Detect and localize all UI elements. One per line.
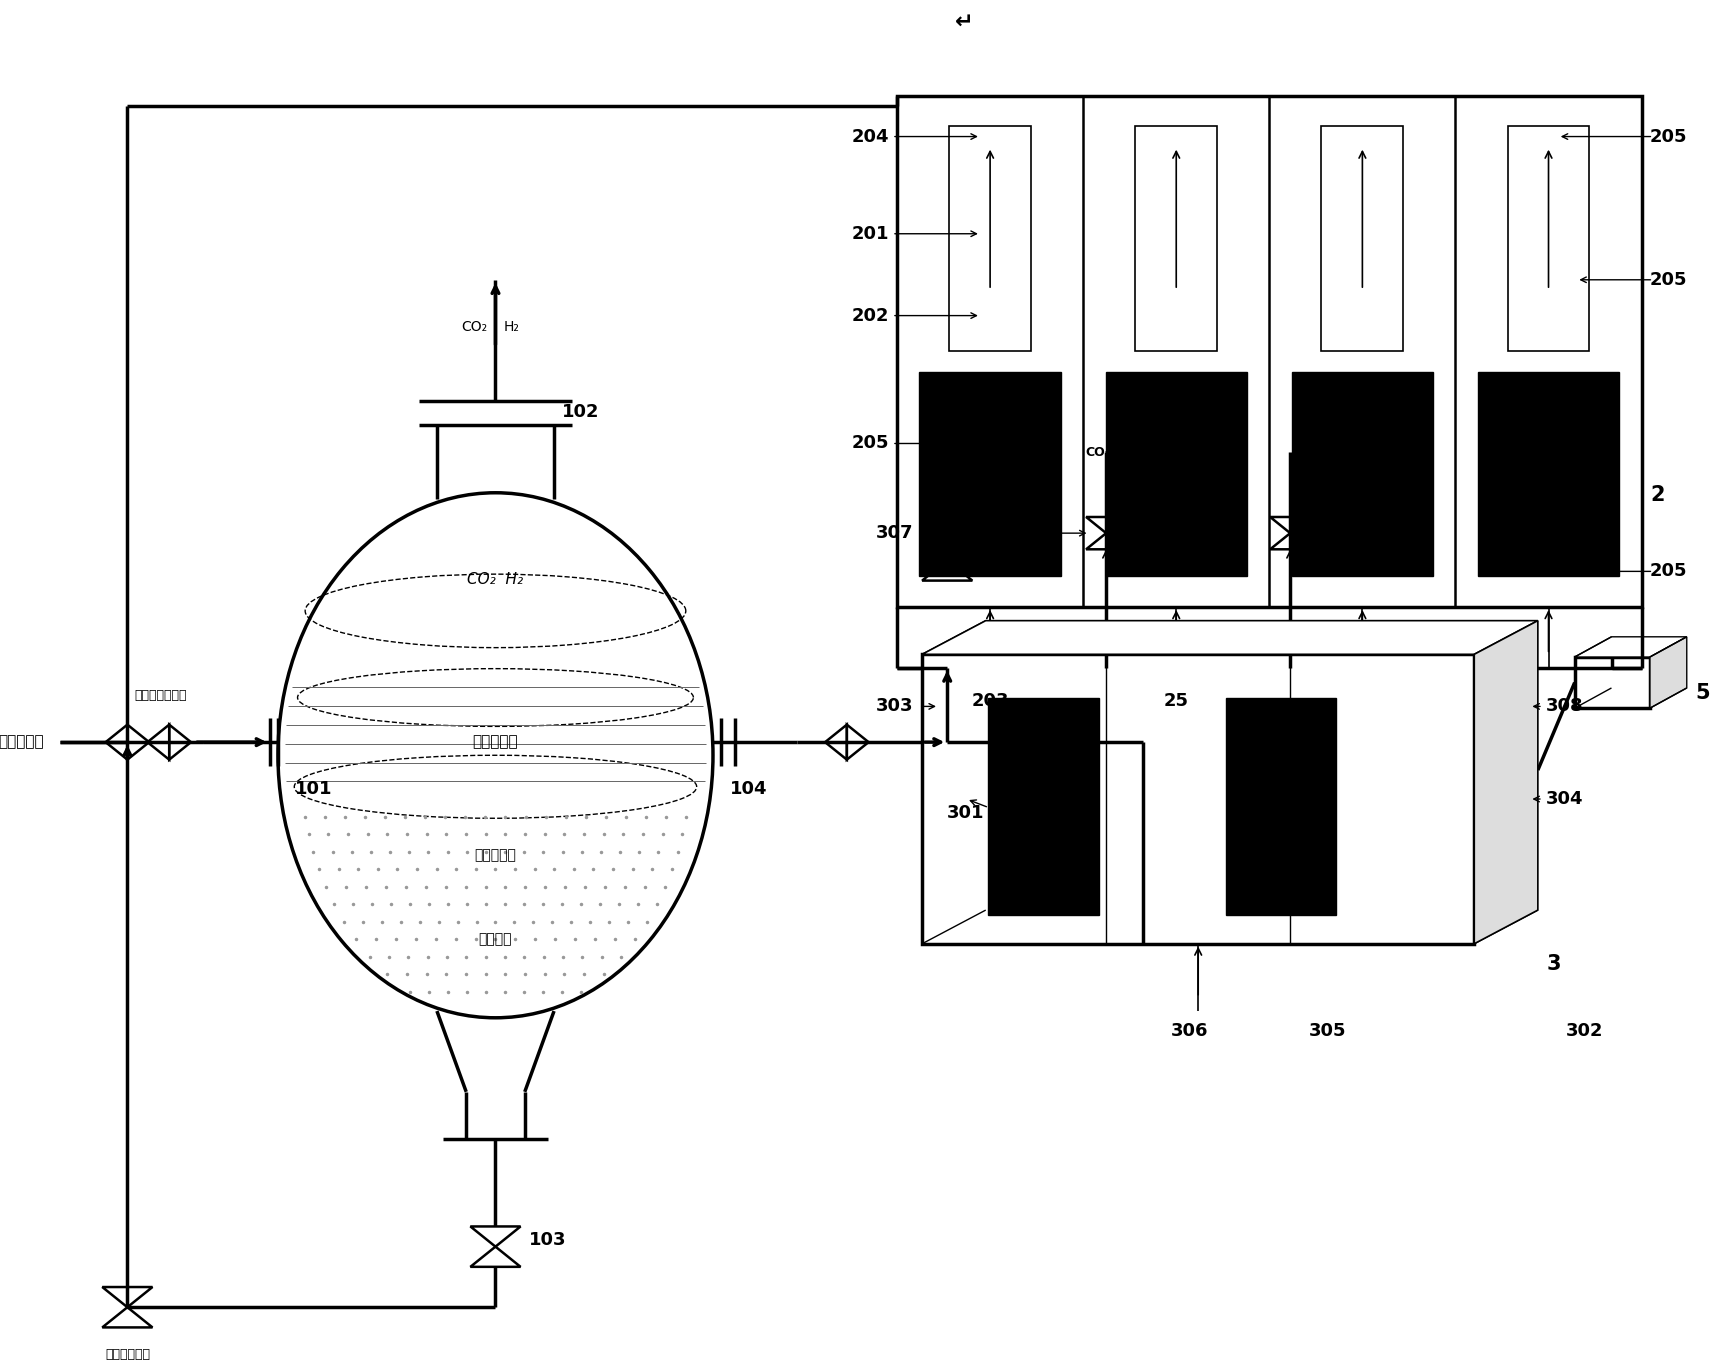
Text: 205: 205 xyxy=(852,434,888,452)
Text: 305: 305 xyxy=(1308,1023,1346,1041)
Text: 活性污泥: 活性污泥 xyxy=(479,932,512,947)
Text: H₂: H₂ xyxy=(503,320,520,334)
Text: 302: 302 xyxy=(1567,1023,1603,1041)
Text: 303: 303 xyxy=(876,697,914,715)
Bar xyxy=(1105,372,1247,576)
Text: 202: 202 xyxy=(852,306,888,324)
Text: ↵: ↵ xyxy=(954,12,973,31)
Bar xyxy=(1291,372,1433,576)
Text: 3: 3 xyxy=(1546,953,1562,974)
Polygon shape xyxy=(1650,637,1686,708)
Text: 301: 301 xyxy=(947,805,985,823)
Text: 2: 2 xyxy=(1650,485,1664,505)
Text: 104: 104 xyxy=(730,780,767,798)
Text: 102: 102 xyxy=(562,403,600,421)
Bar xyxy=(1478,372,1619,576)
Polygon shape xyxy=(1575,637,1686,656)
Bar xyxy=(921,654,1475,944)
Text: CO₂  H₂: CO₂ H₂ xyxy=(467,572,524,587)
Polygon shape xyxy=(921,621,1537,654)
Text: 有机废弃物分液: 有机废弃物分液 xyxy=(135,689,187,701)
Text: 有机酸底本: 有机酸底本 xyxy=(472,734,519,749)
Bar xyxy=(1227,697,1336,915)
Text: 205: 205 xyxy=(1650,563,1688,580)
Polygon shape xyxy=(1475,621,1537,944)
Text: 306: 306 xyxy=(1171,1023,1209,1041)
Bar xyxy=(897,95,1641,607)
Text: 203: 203 xyxy=(972,692,1008,711)
Text: 304: 304 xyxy=(1546,790,1584,808)
Bar xyxy=(1508,127,1589,351)
Text: 201: 201 xyxy=(852,225,888,242)
Bar xyxy=(1322,127,1404,351)
Bar xyxy=(989,697,1098,915)
Text: 307: 307 xyxy=(876,524,914,542)
Text: 25: 25 xyxy=(1164,692,1188,711)
Text: 205: 205 xyxy=(1650,128,1688,146)
Text: 308: 308 xyxy=(1546,697,1584,715)
Text: 101: 101 xyxy=(295,780,331,798)
Text: 污泥回收利用: 污泥回收利用 xyxy=(104,1347,149,1361)
Bar xyxy=(1575,656,1650,708)
Text: 有机废弃物: 有机废弃物 xyxy=(475,849,517,862)
Bar xyxy=(920,372,1060,576)
Bar xyxy=(1135,127,1218,351)
Text: 205: 205 xyxy=(1650,271,1688,289)
Text: 103: 103 xyxy=(529,1231,566,1249)
Bar xyxy=(949,127,1031,351)
Text: CO₂: CO₂ xyxy=(1086,447,1110,459)
Text: 5: 5 xyxy=(1695,682,1709,703)
Text: 204: 204 xyxy=(852,128,888,146)
Text: H₂: H₂ xyxy=(1291,447,1306,459)
Text: 有机废弃物: 有机废弃物 xyxy=(0,734,43,749)
Text: CO₂: CO₂ xyxy=(462,320,488,334)
